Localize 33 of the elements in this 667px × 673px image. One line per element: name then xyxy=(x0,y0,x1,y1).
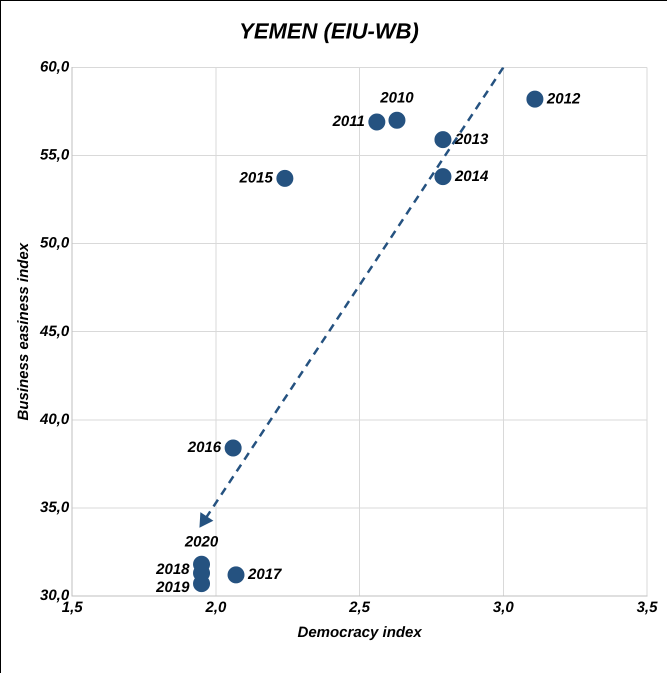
point xyxy=(276,170,294,187)
point xyxy=(228,566,245,584)
chart-title: YEMEN (EIU-WB) xyxy=(239,18,419,44)
point xyxy=(434,131,452,148)
y-tick-label: 55,0 xyxy=(40,146,70,164)
x-tick-label: 2,0 xyxy=(204,599,227,616)
point xyxy=(388,112,406,129)
x-tick-label: 2,5 xyxy=(348,599,371,616)
annotation: 2016 xyxy=(186,439,222,456)
annotation: 2012 xyxy=(546,90,581,108)
point xyxy=(368,114,386,131)
annotation: 2010 xyxy=(379,89,414,106)
point xyxy=(526,90,544,108)
y-tick-label: 50,0 xyxy=(40,234,70,252)
annotation: 2014 xyxy=(454,168,489,185)
y-tick-label: 40,0 xyxy=(38,410,70,428)
y-tick-label: 45,0 xyxy=(38,322,70,340)
y-tick-label: 60,0 xyxy=(40,58,70,76)
annotation: 2019 xyxy=(155,578,190,596)
annotation: 2011 xyxy=(332,113,365,130)
annotation: 2015 xyxy=(238,170,274,187)
point xyxy=(224,439,242,456)
y-axis-title: Business easiness index xyxy=(15,242,32,420)
annotation: 2018 xyxy=(155,561,190,578)
point xyxy=(434,168,452,186)
annotation: 2013 xyxy=(454,130,489,148)
annotation: 2020 xyxy=(184,533,219,550)
x-tick-label: 3,0 xyxy=(492,599,514,616)
y-tick-label: 35,0 xyxy=(40,499,70,516)
x-tick-label: 1,5 xyxy=(62,599,84,616)
x-axis-title: Democracy index xyxy=(297,624,422,642)
x-tick-label: 3,5 xyxy=(636,599,658,616)
annotation: 2017 xyxy=(247,566,282,583)
